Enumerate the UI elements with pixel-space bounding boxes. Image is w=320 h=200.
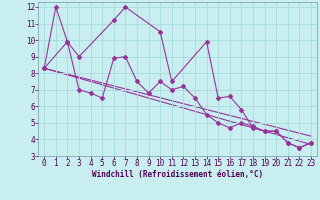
X-axis label: Windchill (Refroidissement éolien,°C): Windchill (Refroidissement éolien,°C)	[92, 170, 263, 179]
